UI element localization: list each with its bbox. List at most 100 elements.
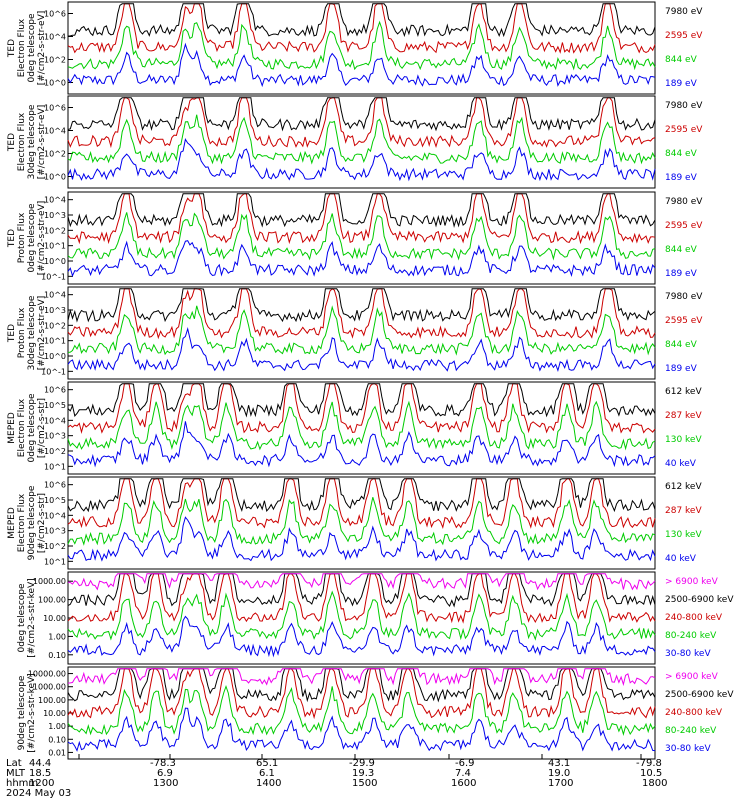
y-axis-label-line: TED	[7, 229, 17, 248]
y-axis-label-line: 0deg telescope	[27, 393, 37, 463]
series-line	[67, 3, 656, 54]
legend-label: 40 keV	[665, 554, 697, 564]
panel-frame	[67, 95, 656, 189]
y-tick-label: 1.00	[48, 632, 66, 641]
x-col6-hhmm: 1800	[642, 778, 667, 789]
y-axis-label-line: MEPED	[7, 412, 17, 444]
series-line	[67, 590, 656, 641]
y-axis-label-line: 90deg telescope	[27, 485, 37, 560]
x-col3-mlt: 19.3	[352, 768, 374, 779]
panel-7: 0.10 1.00 10.00 100.00 1000.00 0deg telescope…	[17, 571, 734, 665]
series-line	[67, 668, 656, 687]
series-line	[67, 383, 656, 418]
legend-label: 30-80 keV	[665, 744, 711, 754]
series-line	[67, 288, 656, 323]
legend-label: 7980 eV	[665, 7, 703, 17]
series-line	[67, 707, 656, 752]
x-col3-hhmm: 1500	[352, 778, 377, 789]
y-tick-label: 10^5	[44, 496, 66, 505]
series-line	[67, 516, 656, 562]
y-tick-label: 1.00	[48, 722, 66, 731]
y-tick-label: 10^5	[44, 401, 66, 410]
legend-label: 287 keV	[665, 506, 702, 516]
x-col2-hhmm: 1400	[256, 778, 281, 789]
panel-2: 10^0 10^2 10^4 10^6 TED Electron Flux 30deg te…	[7, 95, 703, 189]
legend-label: > 6900 keV	[665, 577, 719, 587]
series-line	[67, 326, 656, 373]
x-col4-hhmm: 1600	[451, 778, 476, 789]
y-axis-label-line: Proton Flux	[17, 212, 27, 263]
x-col4-mlt: 7.4	[455, 768, 471, 779]
legend-label: 40 keV	[665, 459, 697, 469]
y-tick-label: 10^6	[44, 386, 66, 395]
legend-label: 189 eV	[665, 173, 698, 183]
y-axis-label-line: [#/cm2-s-str-eV]	[37, 11, 47, 86]
series-line	[67, 97, 656, 132]
y-tick-label: 10^0	[44, 352, 66, 361]
legend-label: 130 keV	[665, 435, 702, 445]
y-axis-label-line: 0deg telescope	[17, 583, 27, 653]
y-tick-label: 10^3	[44, 211, 66, 220]
legend-label: 240-800 keV	[665, 613, 723, 623]
y-tick-label: 10^4	[44, 127, 66, 136]
series-line	[67, 305, 656, 356]
y-tick-label: 0.10	[48, 735, 66, 744]
x-col0-mlt: 18.5	[29, 768, 51, 779]
legend-label: 189 eV	[665, 364, 698, 374]
legend-label: 844 eV	[665, 149, 698, 159]
series-line	[67, 193, 656, 228]
series-line	[67, 97, 656, 149]
legend-label: 2595 eV	[665, 31, 703, 41]
x-col6-lat: -79.8	[636, 758, 662, 769]
panel-frame	[67, 381, 656, 475]
y-tick-label: 10^1	[44, 462, 66, 471]
x-row-label-mlt: MLT	[6, 768, 26, 779]
y-tick-label: 10^6	[44, 104, 66, 113]
panel-frame	[67, 571, 656, 665]
series-line	[67, 383, 656, 434]
y-tick-label: 10^3	[44, 527, 66, 536]
series-line	[67, 685, 656, 736]
y-tick-label: 10^1	[44, 242, 66, 251]
y-tick-label: 10^4	[44, 196, 66, 205]
y-axis-label-line: [#/cm2-s-str-eV]	[37, 296, 47, 371]
series-line	[67, 212, 656, 261]
series-line	[67, 668, 656, 720]
y-tick-label: 10^2	[44, 150, 66, 159]
y-tick-label: 10^2	[44, 447, 66, 456]
legend-label: 287 keV	[665, 411, 702, 421]
legend-label: 844 eV	[665, 245, 698, 255]
x-col2-mlt: 6.1	[259, 768, 275, 779]
series-line	[67, 478, 656, 529]
x-col2-lat: 65.1	[256, 758, 278, 769]
legend-label: 240-800 keV	[665, 708, 723, 718]
series-line	[67, 400, 656, 451]
series-line	[67, 193, 656, 245]
y-tick-label: 10^0	[44, 257, 66, 266]
legend-label: 189 eV	[665, 79, 698, 89]
x-col5-lat: 43.1	[548, 758, 570, 769]
panels-group: 10^0 10^2 10^4 10^6 TED Electron Flux 0deg tel…	[7, 1, 734, 760]
series-line	[67, 42, 656, 88]
series-line	[67, 573, 656, 624]
y-axis-label-line: [#/cm2-s-str]	[37, 398, 47, 458]
y-tick-label: 10^2	[44, 542, 66, 551]
legend-label: 130 keV	[665, 530, 702, 540]
series-line	[67, 573, 656, 608]
y-tick-label: 10.00	[43, 709, 66, 718]
series-line	[67, 288, 656, 340]
legend-label: 7980 eV	[665, 197, 703, 207]
panel-4: 10^-1 10^0 10^1 10^2 10^3 10^4 TED Proton Flux 3…	[7, 286, 703, 380]
y-tick-label: 10^6	[44, 481, 66, 490]
y-axis-label-line: 30deg telescope	[27, 295, 37, 370]
y-tick-label: 10^2	[44, 321, 66, 330]
y-tick-label: 10^-1	[41, 272, 66, 281]
x-col0-hhmm: 1200	[29, 778, 54, 789]
panel-5: 10^1 10^2 10^3 10^4 10^5 10^6 MEPED Electron Fl…	[7, 381, 702, 475]
y-axis-label-line: Electron Flux	[17, 112, 27, 171]
y-axis-label-line: [#/cm2-s-str-eV]	[37, 201, 47, 276]
legend-label: 2500-6900 keV	[665, 595, 734, 605]
legend-label: 2595 eV	[665, 221, 703, 231]
legend-label: 2595 eV	[665, 316, 703, 326]
legend-label: 30-80 keV	[665, 649, 711, 659]
